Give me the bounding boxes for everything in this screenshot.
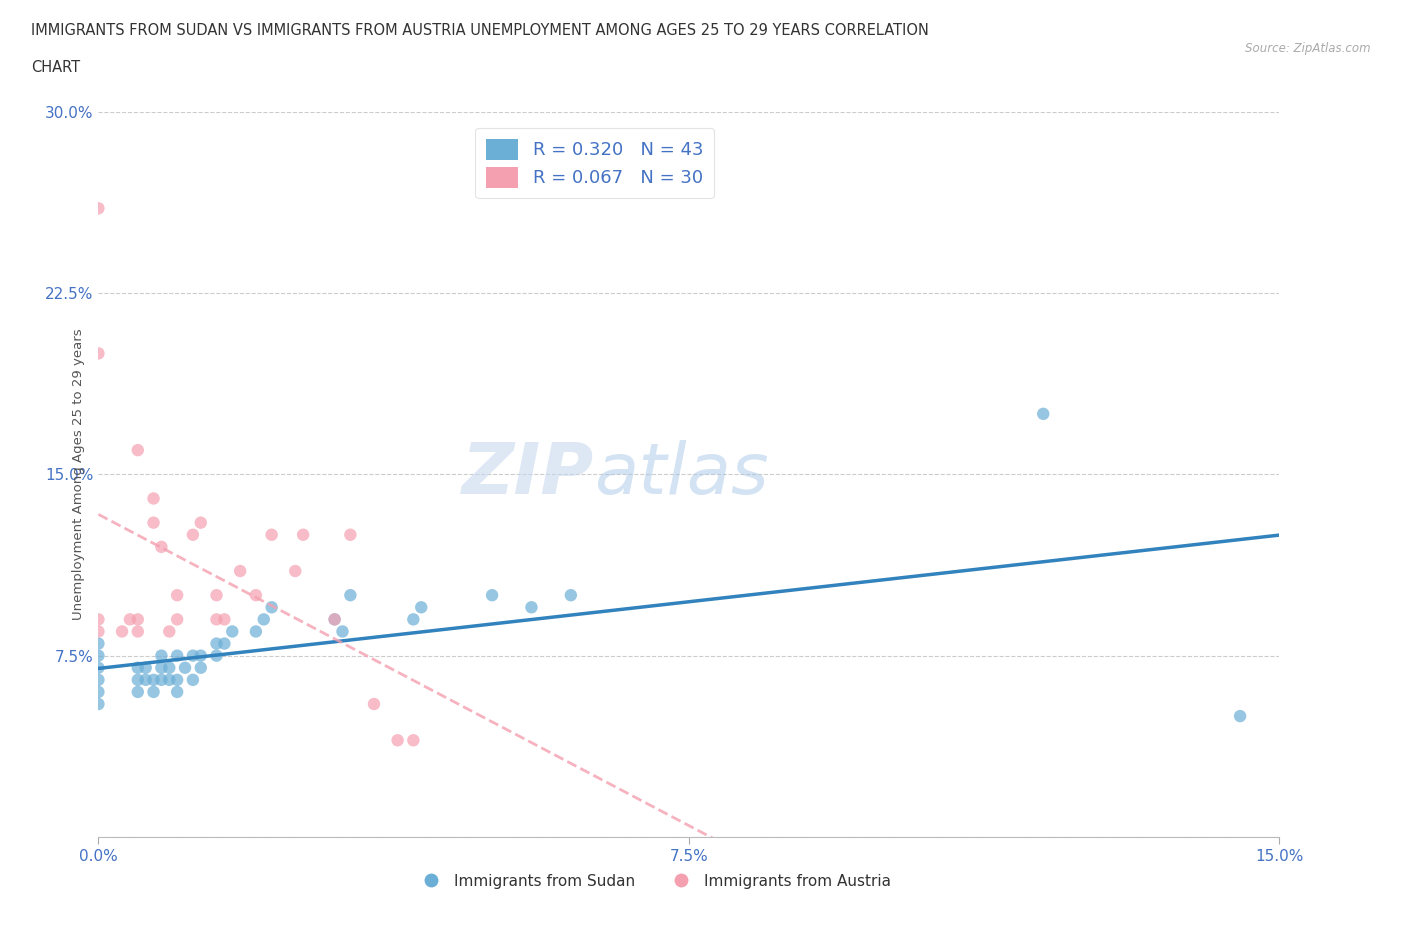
- Point: [118, 612, 141, 627]
- Point: [166, 612, 188, 627]
- Point: [174, 660, 197, 675]
- Point: [1229, 709, 1251, 724]
- Point: [481, 588, 503, 603]
- Point: [87, 636, 110, 651]
- Point: [520, 600, 543, 615]
- Point: [214, 612, 236, 627]
- Point: [205, 612, 228, 627]
- Point: [142, 672, 165, 687]
- Point: [127, 672, 149, 687]
- Point: [560, 588, 582, 603]
- Point: [387, 733, 409, 748]
- Point: [260, 527, 283, 542]
- Point: [87, 624, 110, 639]
- Point: [323, 612, 346, 627]
- Point: [157, 672, 180, 687]
- Text: IMMIGRANTS FROM SUDAN VS IMMIGRANTS FROM AUSTRIA UNEMPLOYMENT AMONG AGES 25 TO 2: IMMIGRANTS FROM SUDAN VS IMMIGRANTS FROM…: [31, 23, 929, 38]
- Point: [127, 443, 149, 458]
- Point: [253, 612, 276, 627]
- Point: [292, 527, 315, 542]
- Point: [245, 624, 267, 639]
- Point: [166, 672, 188, 687]
- Point: [157, 660, 180, 675]
- Point: [87, 648, 110, 663]
- Point: [181, 648, 204, 663]
- Text: ZIP: ZIP: [463, 440, 595, 509]
- Point: [190, 648, 212, 663]
- Point: [150, 672, 173, 687]
- Point: [284, 564, 307, 578]
- Point: [166, 588, 188, 603]
- Point: [87, 201, 110, 216]
- Point: [323, 612, 346, 627]
- Point: [363, 697, 385, 711]
- Point: [135, 660, 157, 675]
- Point: [402, 612, 425, 627]
- Point: [150, 539, 173, 554]
- Point: [127, 624, 149, 639]
- Point: [190, 660, 212, 675]
- Point: [87, 697, 110, 711]
- Point: [87, 672, 110, 687]
- Point: [87, 346, 110, 361]
- Point: [150, 660, 173, 675]
- Point: [87, 612, 110, 627]
- Point: [166, 648, 188, 663]
- Point: [127, 660, 149, 675]
- Point: [339, 527, 361, 542]
- Legend: Immigrants from Sudan, Immigrants from Austria: Immigrants from Sudan, Immigrants from A…: [411, 868, 897, 895]
- Point: [1032, 406, 1054, 421]
- Point: [142, 491, 165, 506]
- Point: [111, 624, 134, 639]
- Point: [166, 684, 188, 699]
- Text: atlas: atlas: [595, 440, 769, 509]
- Point: [87, 660, 110, 675]
- Point: [157, 624, 180, 639]
- Point: [181, 527, 204, 542]
- Point: [411, 600, 433, 615]
- Point: [339, 588, 361, 603]
- Point: [332, 624, 354, 639]
- Point: [142, 684, 165, 699]
- Point: [260, 600, 283, 615]
- Point: [142, 515, 165, 530]
- Point: [190, 515, 212, 530]
- Point: [150, 648, 173, 663]
- Point: [205, 648, 228, 663]
- Text: Source: ZipAtlas.com: Source: ZipAtlas.com: [1246, 42, 1371, 55]
- Point: [245, 588, 267, 603]
- Point: [214, 636, 236, 651]
- Point: [229, 564, 252, 578]
- Point: [181, 672, 204, 687]
- Point: [205, 588, 228, 603]
- Point: [402, 733, 425, 748]
- Text: CHART: CHART: [31, 60, 80, 75]
- Point: [127, 612, 149, 627]
- Point: [221, 624, 243, 639]
- Point: [205, 636, 228, 651]
- Point: [135, 672, 157, 687]
- Point: [87, 684, 110, 699]
- Point: [127, 684, 149, 699]
- Y-axis label: Unemployment Among Ages 25 to 29 years: Unemployment Among Ages 25 to 29 years: [72, 328, 84, 620]
